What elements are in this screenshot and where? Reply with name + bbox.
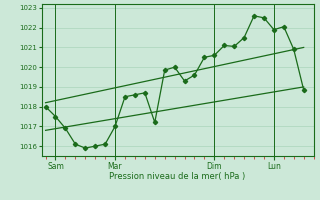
X-axis label: Pression niveau de la mer( hPa ): Pression niveau de la mer( hPa ) (109, 172, 246, 181)
